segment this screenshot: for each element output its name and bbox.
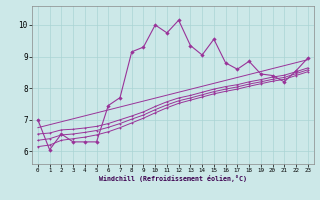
X-axis label: Windchill (Refroidissement éolien,°C): Windchill (Refroidissement éolien,°C) — [99, 175, 247, 182]
